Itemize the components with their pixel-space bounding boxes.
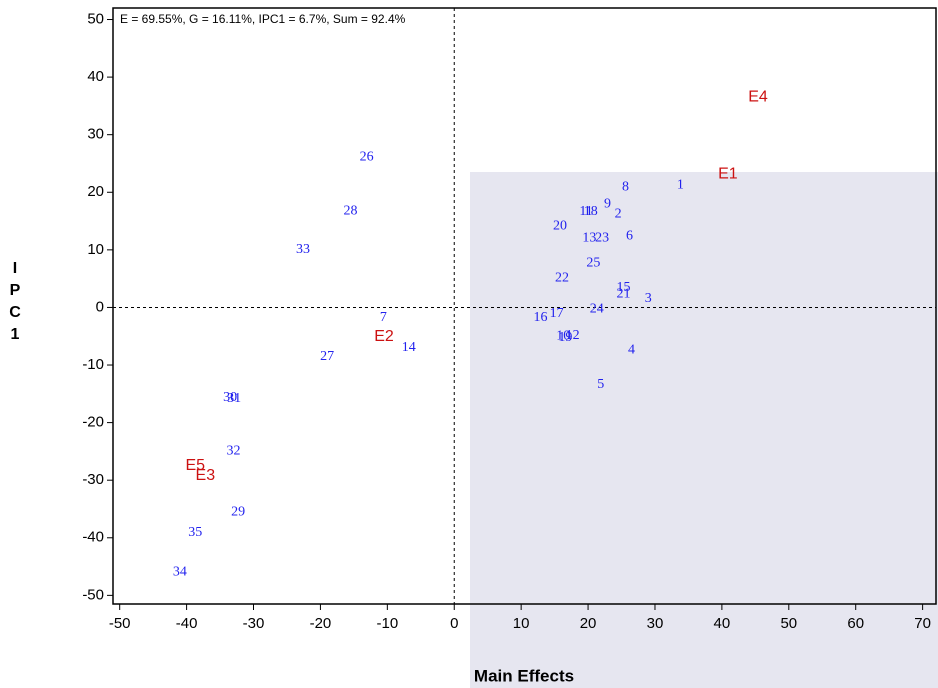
x-tick-label: 0 (450, 615, 458, 632)
y-tick-label: 50 (87, 10, 104, 27)
point-label: 19 (558, 330, 572, 345)
annotation: E = 69.55%, G = 16.11%, IPC1 = 6.7%, Sum… (120, 12, 406, 26)
point-label: 6 (626, 228, 633, 243)
point-label: 32 (226, 444, 240, 459)
y-axis-label: IPC1 (8, 258, 22, 346)
point-label: 5 (597, 377, 604, 392)
point-label: E2 (374, 328, 394, 345)
point-label: 3 (645, 291, 652, 306)
y-tick-label: 40 (87, 68, 104, 85)
y-tick-label: -30 (82, 471, 104, 488)
x-tick-label: -10 (376, 615, 398, 632)
point-label: 18 (584, 204, 598, 219)
x-tick-label: -30 (243, 615, 265, 632)
x-tick-label: 50 (780, 615, 797, 632)
point-label: 27 (320, 349, 334, 364)
y-tick-label: -50 (82, 586, 104, 603)
point-label: 26 (360, 149, 374, 164)
x-tick-label: 40 (714, 615, 731, 632)
x-tick-label: 60 (847, 615, 864, 632)
point-label: 21 (617, 286, 631, 301)
point-label: 23 (595, 231, 609, 246)
y-tick-label: 30 (87, 126, 104, 143)
watermark (470, 172, 938, 688)
point-label: E4 (748, 88, 768, 105)
chart: E = 69.55%, G = 16.11%, IPC1 = 6.7%, Sum… (0, 0, 938, 688)
point-label: 4 (628, 342, 635, 357)
point-label: 2 (615, 206, 622, 221)
x-tick-label: -40 (176, 615, 198, 632)
y-tick-label: -10 (82, 356, 104, 373)
point-label: 35 (188, 525, 202, 540)
point-label: 22 (555, 270, 569, 285)
x-tick-label: 10 (513, 615, 530, 632)
point-label: 29 (231, 505, 245, 520)
x-tick-label: -20 (310, 615, 332, 632)
point-label: 31 (227, 391, 241, 406)
point-label: E5 (186, 457, 206, 474)
y-tick-label: -40 (82, 529, 104, 546)
point-label: 17 (550, 306, 564, 321)
point-label: 34 (173, 565, 187, 580)
y-tick-label: 0 (96, 298, 104, 315)
point-label: 25 (586, 255, 600, 270)
point-label: 20 (553, 218, 567, 233)
y-tick-label: -20 (82, 414, 104, 431)
page: {"chart_data": {"type": "scatter", "anno… (0, 0, 938, 688)
point-label: 24 (590, 301, 604, 316)
x-tick-label: -50 (109, 615, 131, 632)
point-label: 14 (402, 340, 416, 355)
y-tick-label: 20 (87, 183, 104, 200)
point-label: 33 (296, 242, 310, 257)
x-tick-label: 20 (580, 615, 597, 632)
x-tick-label: 70 (914, 615, 931, 632)
point-label: E1 (718, 166, 738, 183)
point-label: 7 (380, 310, 387, 325)
x-tick-label: 30 (647, 615, 664, 632)
point-label: 1 (677, 178, 684, 193)
x-axis-label: Main Effects (474, 666, 574, 685)
point-label: 9 (604, 197, 611, 212)
point-label: 16 (534, 310, 548, 325)
point-label: 8 (622, 179, 629, 194)
point-label: 28 (344, 203, 358, 218)
y-tick-label: 10 (87, 241, 104, 258)
